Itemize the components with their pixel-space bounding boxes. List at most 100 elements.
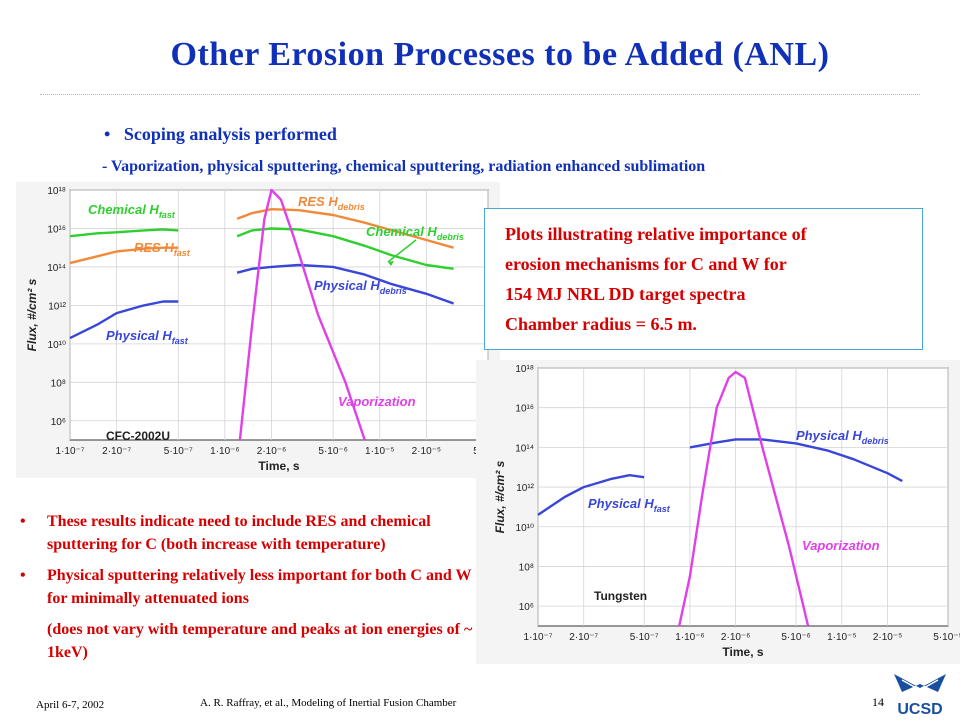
series-line xyxy=(69,246,179,265)
series-label: Vaporization xyxy=(802,538,880,553)
finding-text: These results indicate need to include R… xyxy=(47,513,431,553)
x-tick-label: 2·10⁻⁵ xyxy=(412,446,441,457)
y-tick-label: 10¹² xyxy=(48,301,66,312)
y-tick-label: 10⁶ xyxy=(519,602,534,613)
series-label-name: Physical H xyxy=(314,278,380,293)
y-tick-label: 10⁶ xyxy=(51,417,66,428)
material-label: Tungsten xyxy=(594,589,647,603)
y-tick-label: 10¹⁰ xyxy=(48,340,66,351)
title-divider xyxy=(40,94,920,95)
page-number: 14 xyxy=(872,695,884,709)
note-line: Plots illustrating relative importance o… xyxy=(505,224,807,244)
x-axis-label: Time, s xyxy=(258,459,299,473)
y-axis-label: Flux, #/cm² s xyxy=(493,460,507,533)
y-tick-label: 10¹² xyxy=(516,483,534,494)
tungsten-erosion-chart: 1·10⁻⁷ 2·10⁻⁷ 5·10⁻⁷ 1·10⁻⁶ 2·10⁻⁶ 5·10⁻⁶ 1·10… xyxy=(476,360,960,664)
material-label: CFC-2002U xyxy=(106,429,170,443)
x-tick-label: 5·10⁻⁶ xyxy=(781,632,810,643)
y-tick-label: 10¹⁶ xyxy=(47,224,66,235)
x-tick-label: 1·10⁻⁵ xyxy=(365,446,394,457)
series-line xyxy=(678,370,810,627)
series-line xyxy=(69,300,179,340)
series-label-sub: fast xyxy=(174,248,191,258)
series-label-name: Vaporization xyxy=(338,394,416,409)
note-line: Chamber radius = 6.5 m. xyxy=(505,314,697,334)
x-tick-label: 1·10⁻⁶ xyxy=(675,632,704,643)
bullet-dot: • xyxy=(104,124,124,144)
x-tick-label: 2·10⁻⁶ xyxy=(257,446,286,457)
label-arrowhead xyxy=(388,261,394,266)
series-label: Physical Hfast xyxy=(106,328,189,346)
bullet-dot: • xyxy=(20,567,26,584)
series-line xyxy=(236,208,454,249)
label-arrow xyxy=(387,239,417,263)
series-label-name: Chemical H xyxy=(88,202,159,217)
series-label: RES Hdebris xyxy=(298,194,365,212)
series-label: Chemical Hfast xyxy=(88,202,176,220)
finding-text: Physical sputtering relatively less impo… xyxy=(47,567,472,607)
ucsd-logo-text: UCSD xyxy=(897,701,942,718)
series-label-name: Vaporization xyxy=(802,538,880,553)
x-tick-label: 2·10⁻⁶ xyxy=(721,632,750,643)
series-line xyxy=(689,438,903,483)
series-label: Chemical Hdebris xyxy=(366,224,464,242)
plot-area xyxy=(537,367,949,627)
bullet-dot: • xyxy=(20,513,26,530)
finding-continuation: (does not vary with temperature and peak… xyxy=(47,621,473,661)
x-tick-label: 2·10⁻⁵ xyxy=(873,632,902,643)
y-tick-label: 10¹⁴ xyxy=(515,443,534,454)
y-tick-label: 10¹⁰ xyxy=(516,523,534,534)
series-line xyxy=(537,474,645,516)
x-tick-label: 1·10⁻⁵ xyxy=(827,632,856,643)
series-label: Physical Hfast xyxy=(588,496,671,514)
x-tick-label: 5·10⁻⁷ xyxy=(630,632,659,643)
findings-list: • These results indicate need to include… xyxy=(18,510,488,664)
x-tick-label: 1·10⁻⁷ xyxy=(56,446,85,457)
footer-author: A. R. Raffray, et al., Modeling of Inert… xyxy=(200,697,457,709)
y-axis-label: Flux, #/cm² s xyxy=(25,278,39,351)
x-tick-label: 5·10⁻⁶ xyxy=(318,446,347,457)
series-label: Vaporization xyxy=(338,394,416,409)
y-tick-label: 10⁸ xyxy=(519,562,534,573)
series-label-name: RES H xyxy=(298,194,338,209)
series-label-sub: debris xyxy=(338,202,365,212)
series-line xyxy=(236,227,454,270)
series-label-sub: fast xyxy=(654,504,671,514)
series-label: RES Hfast xyxy=(134,240,191,258)
series-label-sub: fast xyxy=(159,210,176,220)
series-label-name: Physical H xyxy=(588,496,654,511)
x-tick-label: 2·10⁻⁷ xyxy=(102,446,131,457)
note-line: erosion mechanisms for C and W for xyxy=(505,254,787,274)
series-label: Physical Hdebris xyxy=(796,428,889,446)
y-tick-label: 10¹⁸ xyxy=(515,364,534,375)
plot-description-box: Plots illustrating relative importance o… xyxy=(484,208,923,350)
series-label: Physical Hdebris xyxy=(314,278,407,296)
scoping-bullet: • Scoping analysis performed xyxy=(104,124,337,145)
finding-item: • These results indicate need to include… xyxy=(18,510,488,556)
x-tick-label: 5·10⁻⁷ xyxy=(164,446,193,457)
series-label-sub: fast xyxy=(172,336,189,346)
x-axis-label: Time, s xyxy=(722,645,763,659)
plot-description-text: Plots illustrating relative importance o… xyxy=(505,219,915,339)
series-line xyxy=(238,188,366,441)
note-line: 154 MJ NRL DD target spectra xyxy=(505,284,746,304)
series-label-name: Physical H xyxy=(796,428,862,443)
series-label-sub: debris xyxy=(380,286,407,296)
slide-title: Other Erosion Processes to be Added (ANL… xyxy=(170,36,830,73)
y-tick-label: 10¹⁸ xyxy=(47,186,66,197)
footer-date: April 6-7, 2002 xyxy=(36,699,105,711)
series-label-name: Chemical H xyxy=(366,224,437,239)
series-label-name: Physical H xyxy=(106,328,172,343)
x-tick-label: 1·10⁻⁶ xyxy=(210,446,239,457)
series-label-sub: debris xyxy=(437,232,464,242)
x-tick-label: 5·10⁻⁵ xyxy=(933,632,960,643)
series-label-name: RES H xyxy=(134,240,174,255)
x-tick-label: 2·10⁻⁷ xyxy=(569,632,598,643)
series-label-sub: debris xyxy=(862,436,889,446)
finding-item: • Physical sputtering relatively less im… xyxy=(18,564,488,610)
y-tick-label: 10¹⁴ xyxy=(47,263,66,274)
y-tick-label: 10⁸ xyxy=(51,378,66,389)
x-tick-label: 1·10⁻⁷ xyxy=(524,632,553,643)
processes-sub-bullet: - Vaporization, physical sputtering, che… xyxy=(102,158,706,175)
scoping-bullet-text: Scoping analysis performed xyxy=(123,124,337,144)
